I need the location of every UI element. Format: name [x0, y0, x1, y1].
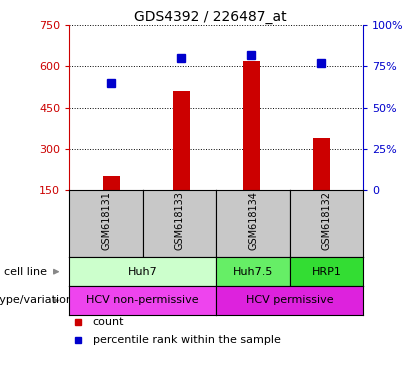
Text: count: count: [93, 318, 124, 328]
Text: Huh7: Huh7: [128, 266, 158, 277]
Text: HCV permissive: HCV permissive: [246, 295, 333, 306]
Text: HRP1: HRP1: [312, 266, 341, 277]
Text: GSM618134: GSM618134: [248, 191, 258, 250]
Text: percentile rank within the sample: percentile rank within the sample: [93, 335, 281, 345]
Text: HCV non-permissive: HCV non-permissive: [87, 295, 199, 306]
Bar: [312, 138, 330, 190]
Text: GSM618133: GSM618133: [175, 191, 184, 250]
Bar: [173, 91, 190, 190]
Text: GSM618132: GSM618132: [322, 191, 331, 250]
Text: GSM618131: GSM618131: [101, 191, 111, 250]
Text: Huh7.5: Huh7.5: [233, 266, 273, 277]
Text: cell line: cell line: [4, 266, 47, 277]
Text: GDS4392 / 226487_at: GDS4392 / 226487_at: [134, 10, 286, 23]
Bar: [243, 61, 260, 190]
Text: genotype/variation: genotype/variation: [0, 295, 73, 306]
Bar: [102, 176, 120, 190]
